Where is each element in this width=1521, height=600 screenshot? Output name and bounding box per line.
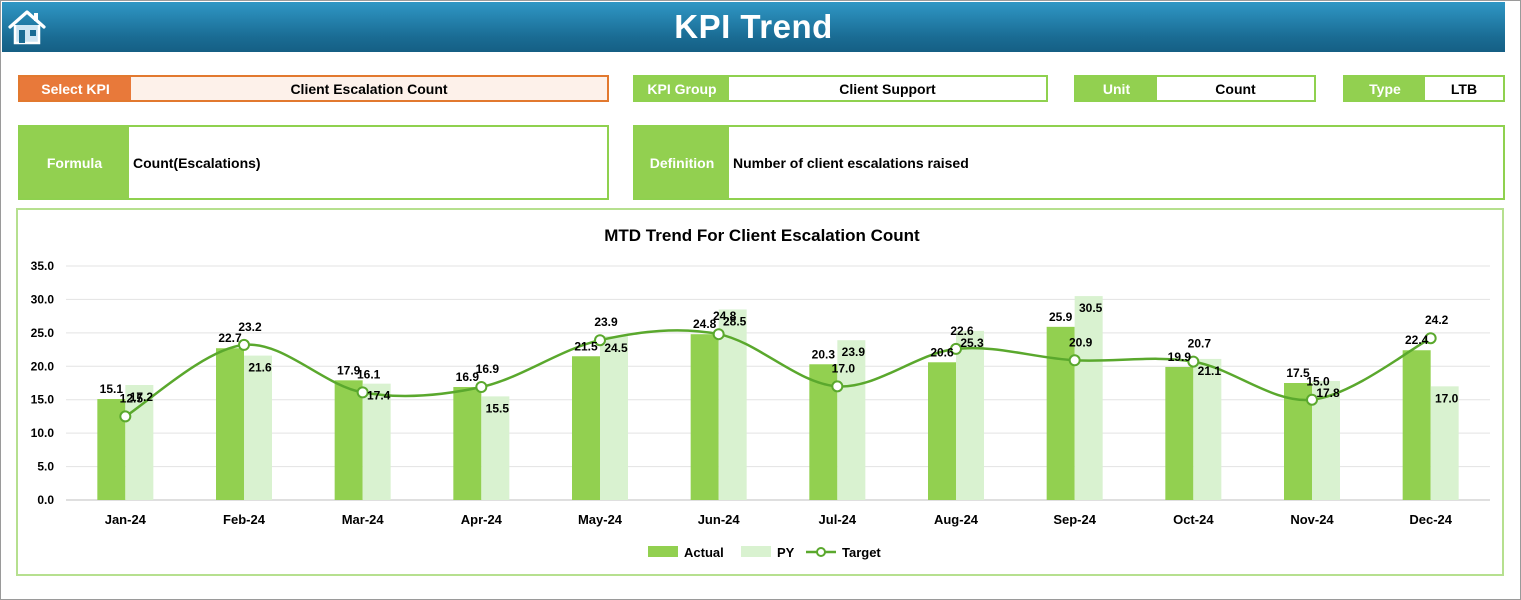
definition-label: Definition: [635, 127, 729, 198]
definition-field: Definition Number of client escalations …: [633, 125, 1505, 200]
unit-field: Unit Count: [1074, 75, 1316, 102]
formula-label: Formula: [20, 127, 129, 198]
definition-value: Number of client escalations raised: [733, 154, 969, 171]
select-kpi-dropdown[interactable]: Client Escalation Count: [131, 77, 607, 100]
page-title: KPI Trend: [674, 8, 833, 45]
chart-area: [16, 208, 1504, 576]
home-icon[interactable]: [7, 8, 47, 46]
kpi-group-value: Client Support: [839, 80, 936, 97]
select-kpi-field[interactable]: Select KPI Client Escalation Count: [18, 75, 609, 102]
unit-label: Unit: [1076, 77, 1157, 100]
type-value: LTB: [1450, 80, 1478, 97]
kpi-group-label: KPI Group: [635, 77, 729, 100]
type-field: Type LTB: [1343, 75, 1505, 102]
formula-field: Formula Count(Escalations): [18, 125, 609, 200]
unit-value: Count: [1215, 80, 1256, 97]
title-bar: KPI Trend: [2, 2, 1505, 52]
type-label: Type: [1345, 77, 1425, 100]
select-kpi-label: Select KPI: [20, 77, 131, 100]
formula-value: Count(Escalations): [133, 154, 261, 171]
kpi-group-field: KPI Group Client Support: [633, 75, 1048, 102]
